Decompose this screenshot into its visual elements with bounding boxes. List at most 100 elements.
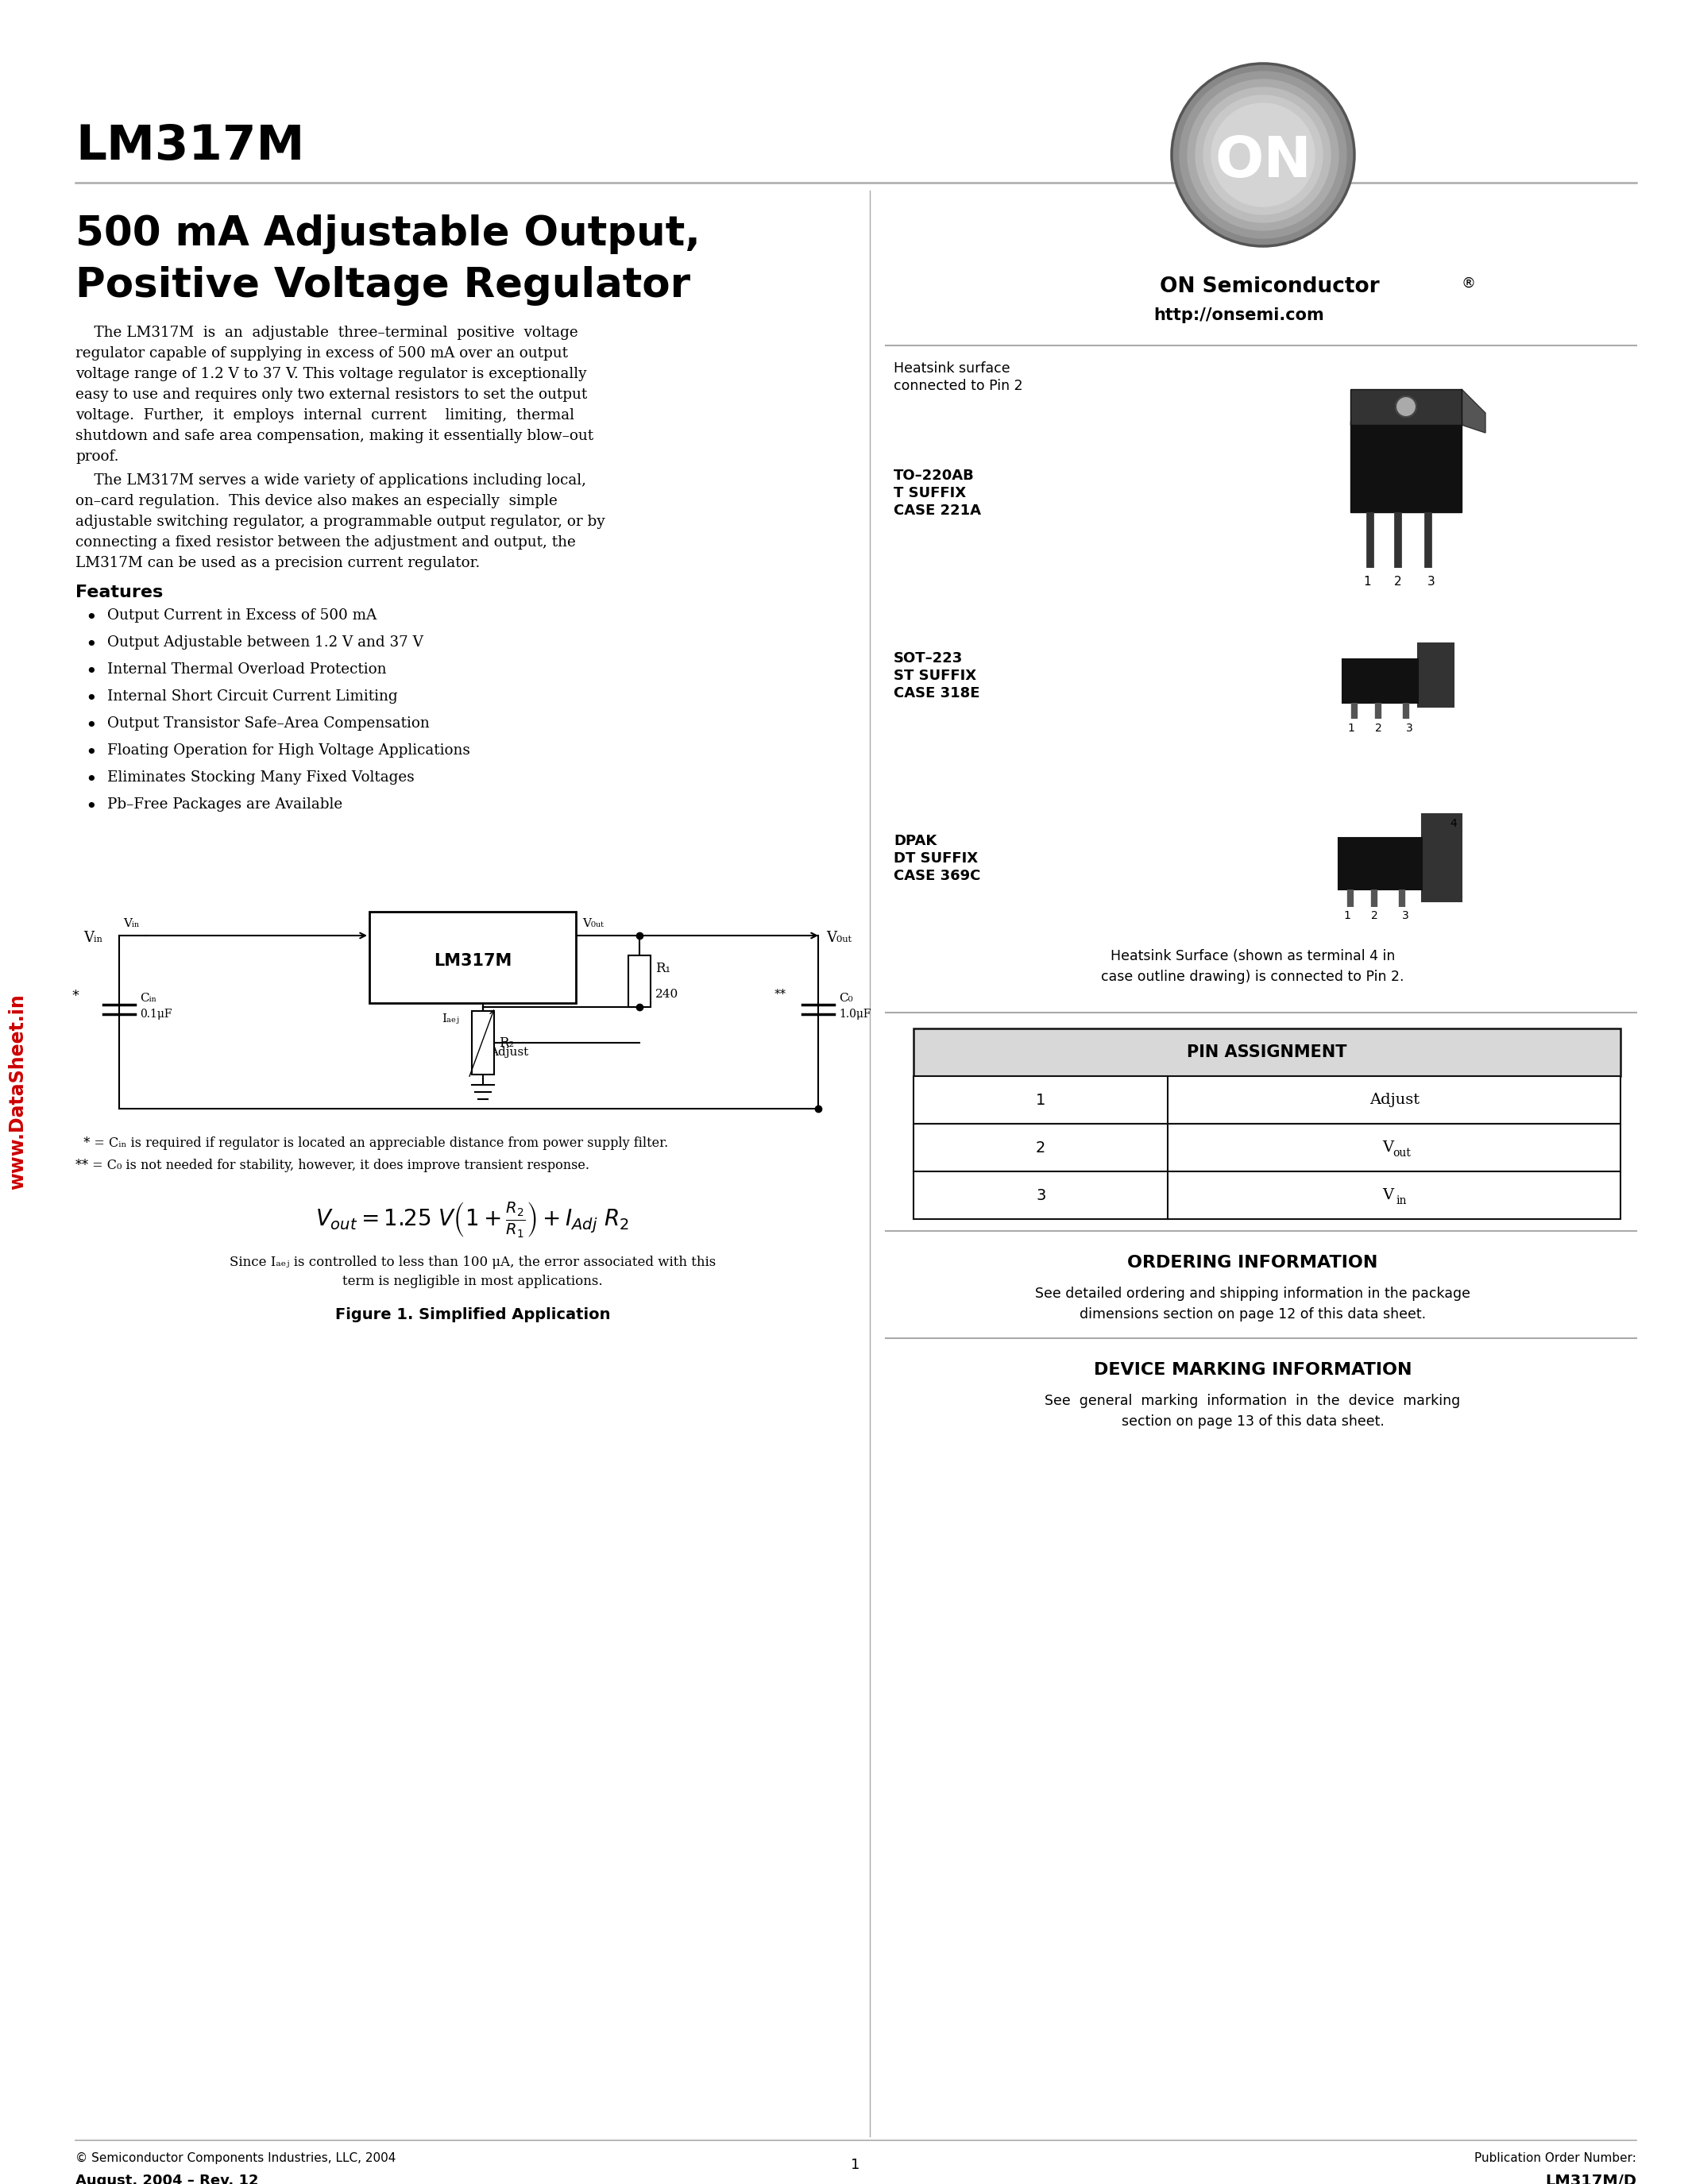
Text: 1: 1 [1036, 1092, 1045, 1107]
Text: The LM317M serves a wide variety of applications including local,: The LM317M serves a wide variety of appl… [76, 474, 586, 487]
Text: ON: ON [1215, 133, 1312, 188]
Text: 0.1μF: 0.1μF [140, 1009, 172, 1020]
FancyBboxPatch shape [1418, 644, 1453, 708]
Text: PIN ASSIGNMENT: PIN ASSIGNMENT [1187, 1044, 1347, 1059]
Polygon shape [1462, 389, 1485, 432]
Text: $V_{out} = 1.25\ V\left(1 + \frac{R_2}{R_1}\right) + I_{Adj}\ R_2$: $V_{out} = 1.25\ V\left(1 + \frac{R_2}{R… [316, 1199, 630, 1238]
Text: shutdown and safe area compensation, making it essentially blow–out: shutdown and safe area compensation, mak… [76, 428, 594, 443]
FancyBboxPatch shape [913, 1125, 1620, 1171]
Circle shape [1212, 103, 1315, 207]
Text: 2: 2 [1374, 723, 1382, 734]
Text: See  general  marking  information  in  the  device  marking
section on page 13 : See general marking information in the d… [1045, 1393, 1460, 1428]
Text: on–card regulation.  This device also makes an especially  simple: on–card regulation. This device also mak… [76, 494, 557, 509]
Text: Publication Order Number:: Publication Order Number: [1474, 2151, 1636, 2164]
Text: CASE 318E: CASE 318E [893, 686, 979, 701]
Text: regulator capable of supplying in excess of 500 mA over an output: regulator capable of supplying in excess… [76, 347, 567, 360]
Text: •: • [84, 636, 96, 655]
Text: Iₐₑⱼ: Iₐₑⱼ [442, 1013, 459, 1024]
Text: •: • [84, 771, 96, 788]
Text: voltage range of 1.2 V to 37 V. This voltage regulator is exceptionally: voltage range of 1.2 V to 37 V. This vol… [76, 367, 587, 382]
Text: 4: 4 [1450, 819, 1457, 830]
Text: ON Semiconductor: ON Semiconductor [1160, 277, 1379, 297]
Text: •: • [84, 797, 96, 817]
Circle shape [1188, 79, 1339, 229]
Text: DPAK: DPAK [893, 834, 937, 847]
Circle shape [1204, 96, 1323, 214]
Text: •: • [84, 743, 96, 762]
FancyBboxPatch shape [1342, 660, 1418, 703]
Text: www.DataSheet.in: www.DataSheet.in [8, 994, 27, 1190]
Text: proof.: proof. [76, 450, 118, 463]
Circle shape [1171, 63, 1354, 247]
Text: 240: 240 [655, 989, 679, 1000]
Text: Features: Features [76, 585, 164, 601]
FancyBboxPatch shape [370, 911, 576, 1002]
Text: adjustable switching regulator, a programmable output regulator, or by: adjustable switching regulator, a progra… [76, 515, 604, 529]
Text: TO–220AB: TO–220AB [893, 470, 974, 483]
Text: Adjust: Adjust [1369, 1092, 1420, 1107]
Text: •: • [84, 662, 96, 681]
Text: Internal Short Circuit Current Limiting: Internal Short Circuit Current Limiting [108, 690, 398, 703]
Text: C₀: C₀ [839, 994, 852, 1005]
Text: LM317M/D: LM317M/D [1545, 2173, 1636, 2184]
Text: ®: ® [1462, 277, 1475, 290]
Text: connected to Pin 2: connected to Pin 2 [893, 378, 1023, 393]
Text: *: * [71, 989, 79, 1002]
Text: R₁: R₁ [655, 961, 670, 974]
Text: 3: 3 [1406, 723, 1413, 734]
Text: 1.0μF: 1.0μF [839, 1009, 871, 1020]
Polygon shape [1350, 422, 1462, 513]
Text: out: out [1393, 1147, 1411, 1160]
Polygon shape [1350, 389, 1462, 426]
Text: 3: 3 [1428, 577, 1435, 587]
Text: Internal Thermal Overload Protection: Internal Thermal Overload Protection [108, 662, 387, 677]
Text: LM317M can be used as a precision current regulator.: LM317M can be used as a precision curren… [76, 557, 479, 570]
FancyBboxPatch shape [913, 1077, 1620, 1125]
Text: LM317M: LM317M [434, 952, 511, 968]
Text: Eliminates Stocking Many Fixed Voltages: Eliminates Stocking Many Fixed Voltages [108, 771, 415, 784]
Text: SOT–223: SOT–223 [893, 651, 962, 666]
Text: easy to use and requires only two external resistors to set the output: easy to use and requires only two extern… [76, 387, 587, 402]
Text: connecting a fixed resistor between the adjustment and output, the: connecting a fixed resistor between the … [76, 535, 576, 550]
Text: R₂: R₂ [500, 1035, 515, 1051]
Text: LM317M: LM317M [76, 122, 304, 170]
Text: T SUFFIX: T SUFFIX [893, 487, 966, 500]
FancyBboxPatch shape [628, 954, 650, 1007]
Text: 1: 1 [1347, 723, 1355, 734]
Text: Pb–Free Packages are Available: Pb–Free Packages are Available [108, 797, 343, 812]
Text: ST SUFFIX: ST SUFFIX [893, 668, 976, 684]
FancyBboxPatch shape [913, 1029, 1620, 1077]
Text: Output Current in Excess of 500 mA: Output Current in Excess of 500 mA [108, 609, 376, 622]
Text: Positive Voltage Regulator: Positive Voltage Regulator [76, 266, 690, 306]
Circle shape [1195, 87, 1330, 223]
Text: Adjust: Adjust [490, 1046, 528, 1057]
Text: See detailed ordering and shipping information in the package
dimensions section: See detailed ordering and shipping infor… [1035, 1286, 1470, 1321]
Text: The LM317M  is  an  adjustable  three–terminal  positive  voltage: The LM317M is an adjustable three–termin… [76, 325, 577, 341]
Text: V₀ᵤₜ: V₀ᵤₜ [582, 917, 604, 928]
Text: Since Iₐₑⱼ is controlled to less than 100 μA, the error associated with this: Since Iₐₑⱼ is controlled to less than 10… [230, 1256, 716, 1269]
Text: ** = C₀ is not needed for stability, however, it does improve transient response: ** = C₀ is not needed for stability, how… [76, 1160, 589, 1173]
Text: V₀ᵤₜ: V₀ᵤₜ [825, 930, 851, 946]
Text: Output Transistor Safe–Area Compensation: Output Transistor Safe–Area Compensation [108, 716, 429, 732]
Text: 2: 2 [1036, 1140, 1045, 1155]
Circle shape [1396, 395, 1416, 417]
Text: 2: 2 [1394, 577, 1401, 587]
Text: Figure 1. Simplified Application: Figure 1. Simplified Application [334, 1308, 611, 1321]
Text: Cᵢₙ: Cᵢₙ [140, 994, 157, 1005]
Text: 500 mA Adjustable Output,: 500 mA Adjustable Output, [76, 214, 701, 253]
Text: CASE 369C: CASE 369C [893, 869, 981, 882]
Text: 3: 3 [1401, 911, 1409, 922]
Text: Heatsink Surface (shown as terminal 4 in
case outline drawing) is connected to P: Heatsink Surface (shown as terminal 4 in… [1101, 950, 1404, 985]
Text: Output Adjustable between 1.2 V and 37 V: Output Adjustable between 1.2 V and 37 V [108, 636, 424, 649]
Text: © Semiconductor Components Industries, LLC, 2004: © Semiconductor Components Industries, L… [76, 2151, 397, 2164]
Text: •: • [84, 716, 96, 736]
Text: Vᵢₙ: Vᵢₙ [83, 930, 103, 946]
Text: Vᵢₙ: Vᵢₙ [123, 917, 140, 928]
Text: Heatsink surface: Heatsink surface [893, 360, 1009, 376]
Text: voltage.  Further,  it  employs  internal  current    limiting,  thermal: voltage. Further, it employs internal cu… [76, 408, 574, 422]
FancyBboxPatch shape [913, 1171, 1620, 1219]
Text: **: ** [775, 989, 787, 1000]
Text: 1: 1 [851, 2158, 861, 2173]
FancyBboxPatch shape [473, 1011, 495, 1075]
Text: CASE 221A: CASE 221A [893, 505, 981, 518]
